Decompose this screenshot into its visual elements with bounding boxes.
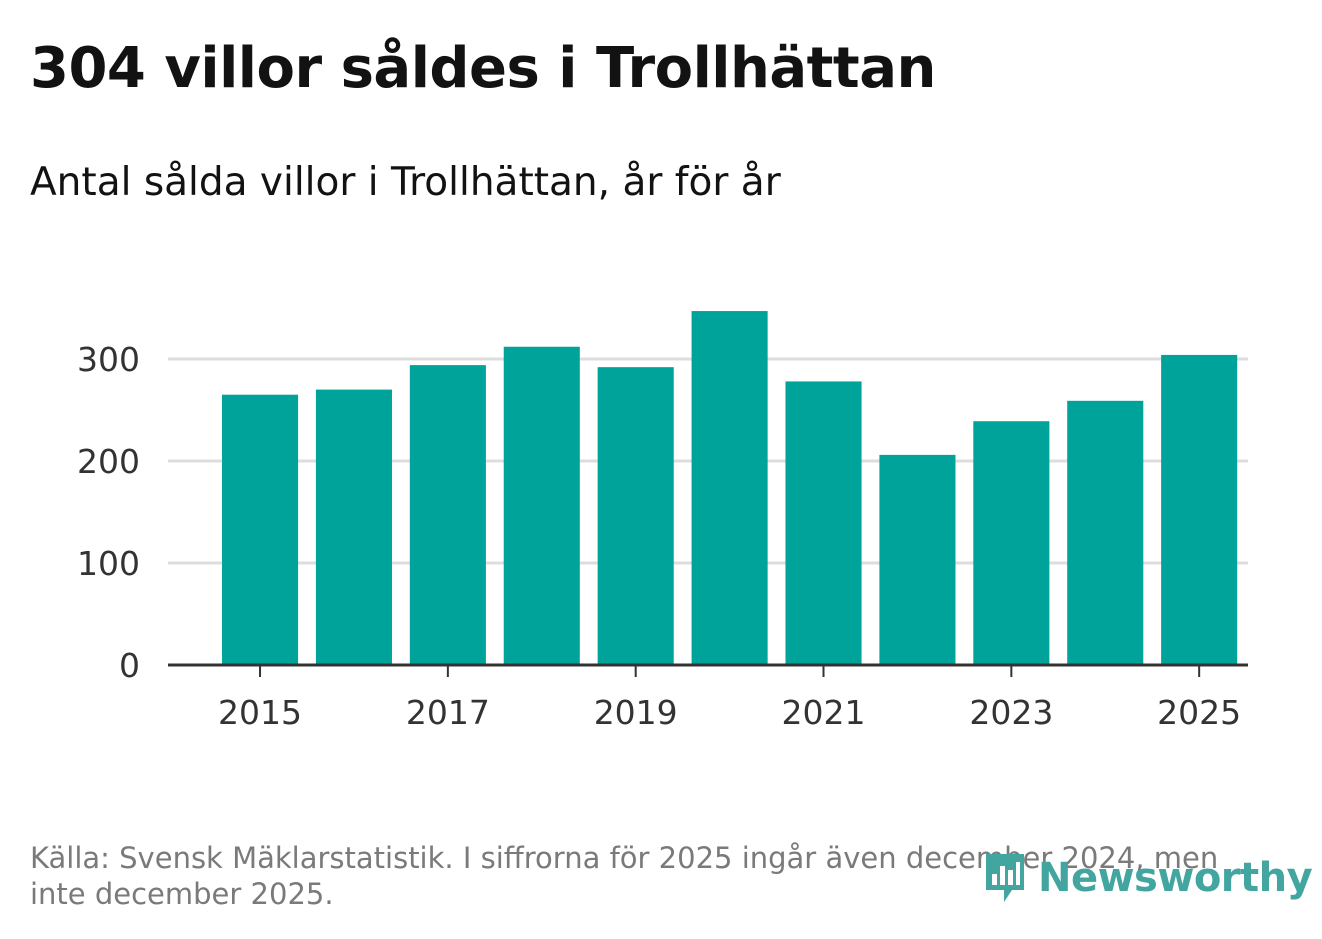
- bar-chart-speech-bubble-icon: [986, 854, 1024, 902]
- chart-subtitle: Antal sålda villor i Trollhättan, år för…: [30, 160, 781, 205]
- x-tick-label-2019: 2019: [594, 693, 678, 732]
- bar-2016: [315, 389, 392, 665]
- bar-2020: [691, 311, 768, 665]
- x-tick-label-2021: 2021: [782, 693, 866, 732]
- x-tick-label-2023: 2023: [969, 693, 1053, 732]
- y-tick-label-100: 100: [77, 544, 140, 583]
- bar-2022: [879, 454, 956, 665]
- x-tick-label-2017: 2017: [406, 693, 490, 732]
- y-tick-label-200: 200: [77, 442, 140, 481]
- bar-2023: [973, 421, 1050, 665]
- bar-2019: [597, 367, 674, 665]
- x-tick-label-2025: 2025: [1157, 693, 1241, 732]
- newsworthy-logo: Newsworthy: [982, 850, 1313, 906]
- bar-2017: [409, 365, 486, 665]
- bar-2021: [785, 381, 862, 665]
- brand-name: Newsworthy: [1038, 855, 1313, 901]
- bar-2024: [1067, 400, 1144, 665]
- y-tick-label-300: 300: [77, 340, 140, 379]
- bar-2018: [503, 346, 580, 665]
- chart-title: 304 villor såldes i Trollhättan: [30, 36, 936, 101]
- bar-2025: [1161, 354, 1238, 665]
- bar-2015: [222, 394, 299, 665]
- x-tick-label-2015: 2015: [218, 693, 302, 732]
- bar-chart: 0 100 200 300 2015 2017 2019 2021 2023 2025: [77, 311, 1248, 732]
- y-tick-label-0: 0: [119, 646, 140, 685]
